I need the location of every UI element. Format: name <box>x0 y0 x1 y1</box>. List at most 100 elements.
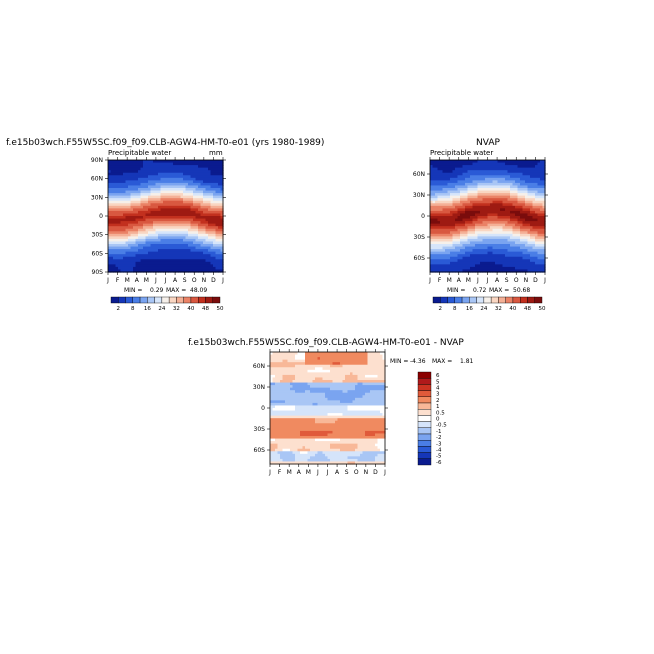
field-cell <box>492 251 496 255</box>
field-cell <box>435 180 439 184</box>
field-cell <box>277 372 281 376</box>
field-cell <box>280 380 284 384</box>
field-cell <box>455 223 459 227</box>
field-cell <box>507 210 511 215</box>
field-cell <box>467 223 471 227</box>
panel-model-colorbar: 2 8 16 24 32 40 48 50 <box>110 296 224 312</box>
field-cell <box>193 261 197 265</box>
field-cell <box>275 453 279 457</box>
field-cell <box>500 165 504 169</box>
field-cell <box>125 269 129 273</box>
field-cell <box>173 198 177 202</box>
field-cell <box>148 205 152 209</box>
field-cell <box>118 213 122 217</box>
field-cell <box>300 413 304 417</box>
field-cell <box>437 251 441 255</box>
field-cell <box>180 177 184 181</box>
field-cell <box>452 259 456 263</box>
field-cell <box>295 392 299 396</box>
field-cell <box>110 205 114 209</box>
field-cell <box>135 256 139 260</box>
field-cell <box>130 165 134 169</box>
field-cell <box>450 188 454 192</box>
field-cell <box>135 198 139 202</box>
field-cell <box>480 256 484 260</box>
field-cell <box>290 369 294 373</box>
field-cell <box>505 167 509 171</box>
field-cell <box>183 226 187 230</box>
field-cell <box>193 167 197 171</box>
field-cell <box>487 246 491 250</box>
field-cell <box>113 266 117 271</box>
field-cell <box>125 251 129 255</box>
field-cell <box>218 175 222 179</box>
field-cell <box>130 241 134 245</box>
field-cell <box>475 244 479 248</box>
field-cell <box>540 198 544 202</box>
field-cell <box>457 269 461 273</box>
field-cell <box>113 208 117 212</box>
field-cell <box>300 456 304 460</box>
field-cell <box>505 244 509 248</box>
x-tick-label: J <box>428 277 431 284</box>
field-cell <box>110 223 114 227</box>
field-cell <box>485 249 489 253</box>
field-cell <box>500 167 504 171</box>
field-cell <box>148 210 152 215</box>
field-cell <box>495 221 499 225</box>
field-cell <box>537 213 541 217</box>
field-cell <box>307 380 311 384</box>
field-cell <box>527 210 531 215</box>
field-cell <box>307 458 311 463</box>
field-cell <box>108 261 112 265</box>
field-cell <box>170 264 174 268</box>
field-cell <box>115 264 119 268</box>
field-cell <box>153 167 157 171</box>
field-cell <box>213 236 217 240</box>
field-cell <box>535 238 539 243</box>
field-cell <box>210 165 214 169</box>
field-cell <box>277 415 281 419</box>
field-cell <box>143 254 147 258</box>
field-cell <box>165 264 169 268</box>
field-cell <box>170 261 174 265</box>
field-cell <box>490 241 494 245</box>
field-cell <box>205 259 209 263</box>
field-cell <box>185 208 189 212</box>
field-cell <box>158 175 162 179</box>
field-cell <box>445 177 449 181</box>
field-cell <box>432 251 436 255</box>
field-cell <box>198 185 202 189</box>
field-cell <box>455 208 459 212</box>
field-cell <box>447 256 451 260</box>
field-cell <box>505 177 509 181</box>
field-cell <box>452 216 456 220</box>
field-cell <box>185 241 189 245</box>
field-cell <box>527 180 531 184</box>
field-cell <box>203 264 207 268</box>
field-cell <box>108 162 112 166</box>
field-cell <box>432 188 436 192</box>
field-cell <box>180 210 184 215</box>
field-cell <box>148 241 152 245</box>
field-cell <box>310 413 314 417</box>
field-cell <box>270 423 274 427</box>
field-cell <box>452 200 456 204</box>
colorbar-label: 40 <box>187 306 194 312</box>
field-cell <box>165 193 169 197</box>
field-cell <box>123 254 127 258</box>
field-cell <box>287 400 291 404</box>
field-cell <box>295 413 299 417</box>
field-cell <box>465 264 469 268</box>
field-cell <box>140 261 144 265</box>
field-cell <box>490 198 494 202</box>
field-cell <box>125 160 129 164</box>
field-cell <box>205 170 209 174</box>
field-cell <box>292 369 296 373</box>
field-cell <box>470 233 474 237</box>
field-cell <box>120 246 124 250</box>
field-cell <box>270 357 274 361</box>
field-cell <box>467 259 471 263</box>
field-cell <box>525 198 529 202</box>
field-cell <box>470 203 474 207</box>
